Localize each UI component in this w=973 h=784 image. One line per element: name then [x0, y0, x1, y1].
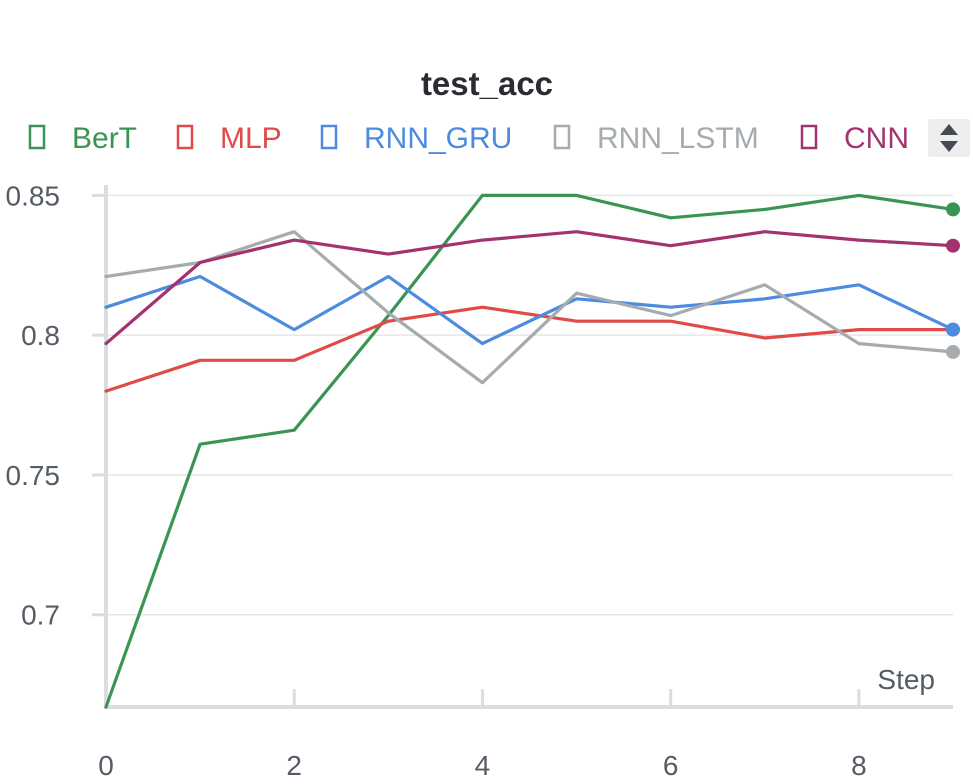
- legend-swatch: [800, 124, 818, 150]
- x-tick-label: 2: [286, 750, 302, 781]
- x-tick-label: 0: [98, 750, 114, 781]
- legend-label: RNN_GRU: [364, 122, 512, 155]
- data-point-rnn-gru: [946, 322, 960, 337]
- legend-label: BerT: [72, 122, 137, 155]
- legend-scroll-button[interactable]: [928, 119, 970, 157]
- y-axis-ticks: 0.85 0.8 0.75 0.7: [6, 180, 106, 631]
- plot-area: [104, 193, 960, 709]
- x-tick-label: 4: [475, 750, 491, 781]
- series-line-cnn: [104, 230, 955, 346]
- data-point-rnn-lstm: [946, 344, 960, 359]
- y-tick-label: 0.7: [21, 600, 60, 631]
- x-tick-label: 8: [851, 750, 867, 781]
- y-tick-label: 0.75: [6, 460, 61, 491]
- legend-label: RNN_LSTM: [597, 122, 759, 155]
- scroll-down-icon[interactable]: [940, 141, 958, 152]
- legend-swatch: [553, 124, 571, 150]
- series-line-rnn-gru: [104, 274, 955, 346]
- x-tick-label: 6: [663, 750, 679, 781]
- axes: [104, 185, 953, 709]
- legend-swatch: [320, 124, 338, 150]
- legend-label: MLP: [220, 122, 282, 155]
- gridlines: [106, 194, 953, 616]
- scroll-up-icon[interactable]: [940, 124, 958, 135]
- legend-item-rnn-lstm[interactable]: RNN_LSTM: [553, 122, 759, 155]
- x-axis-label: Step: [877, 664, 935, 695]
- legend-item-rnn-gru[interactable]: RNN_GRU: [320, 122, 512, 155]
- series-line-mlp: [104, 305, 955, 393]
- y-tick-label: 0.8: [21, 320, 60, 351]
- legend-scroll-background: [928, 119, 970, 157]
- legend-item-mlp[interactable]: MLP: [176, 122, 282, 155]
- legend-swatch: [176, 124, 194, 150]
- series-line-bert: [104, 193, 955, 709]
- chart-title: test_acc: [421, 65, 553, 102]
- data-point-cnn: [946, 238, 960, 253]
- legend-item-bert[interactable]: BerT: [28, 122, 137, 155]
- legend-label: CNN: [844, 122, 909, 155]
- data-point-bert: [946, 202, 960, 217]
- legend-swatch: [28, 124, 46, 150]
- y-tick-label: 0.85: [6, 180, 61, 211]
- series-line-rnn-lstm: [104, 230, 955, 385]
- legend-item-cnn[interactable]: CNN: [800, 122, 909, 155]
- x-axis-ticks: 0 2 4 6 8: [98, 689, 867, 781]
- legend: BerT MLP RNN_GRU RNN_LSTM CNN: [28, 122, 909, 155]
